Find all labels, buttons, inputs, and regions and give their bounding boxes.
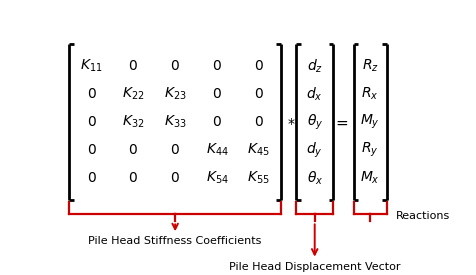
Text: $d_z$: $d_z$: [306, 57, 322, 75]
Text: $\theta_x$: $\theta_x$: [306, 169, 322, 186]
Text: $0$: $0$: [211, 87, 221, 101]
Text: $R_z$: $R_z$: [361, 58, 378, 74]
Text: $K_{44}$: $K_{44}$: [205, 142, 228, 158]
Text: $K_{32}$: $K_{32}$: [122, 114, 144, 130]
Text: $0$: $0$: [128, 171, 138, 185]
Text: $0$: $0$: [87, 171, 96, 185]
Text: $0$: $0$: [128, 143, 138, 157]
Text: $*$: $*$: [287, 115, 295, 129]
Text: Pile Head Stiffness Coefficients: Pile Head Stiffness Coefficients: [88, 236, 261, 246]
Text: $0$: $0$: [253, 87, 263, 101]
Text: $0$: $0$: [170, 171, 179, 185]
Text: $R_y$: $R_y$: [361, 141, 378, 159]
Text: Reactions: Reactions: [395, 211, 449, 221]
Text: $0$: $0$: [170, 59, 179, 73]
Text: $d_y$: $d_y$: [306, 140, 322, 160]
Text: $0$: $0$: [87, 87, 96, 101]
Text: $0$: $0$: [211, 59, 221, 73]
Text: $0$: $0$: [87, 115, 96, 129]
Text: $M_x$: $M_x$: [359, 170, 379, 186]
Text: $K_{54}$: $K_{54}$: [205, 170, 228, 186]
Text: $R_x$: $R_x$: [361, 86, 378, 102]
Text: $\theta_y$: $\theta_y$: [306, 112, 322, 131]
Text: $0$: $0$: [87, 143, 96, 157]
Text: $K_{55}$: $K_{55}$: [247, 170, 269, 186]
Text: $d_x$: $d_x$: [306, 85, 322, 103]
Text: $0$: $0$: [211, 115, 221, 129]
Text: $0$: $0$: [253, 59, 263, 73]
Text: $K_{23}$: $K_{23}$: [163, 86, 186, 102]
Text: $0$: $0$: [170, 143, 179, 157]
Text: $0$: $0$: [253, 115, 263, 129]
Text: $K_{45}$: $K_{45}$: [247, 142, 269, 158]
Text: Pile Head Displacement Vector: Pile Head Displacement Vector: [228, 262, 400, 272]
Text: $=$: $=$: [332, 114, 348, 130]
Text: $K_{11}$: $K_{11}$: [80, 58, 103, 74]
Text: $K_{22}$: $K_{22}$: [122, 86, 144, 102]
Text: $M_y$: $M_y$: [359, 113, 379, 131]
Text: $0$: $0$: [128, 59, 138, 73]
Text: $K_{33}$: $K_{33}$: [163, 114, 186, 130]
